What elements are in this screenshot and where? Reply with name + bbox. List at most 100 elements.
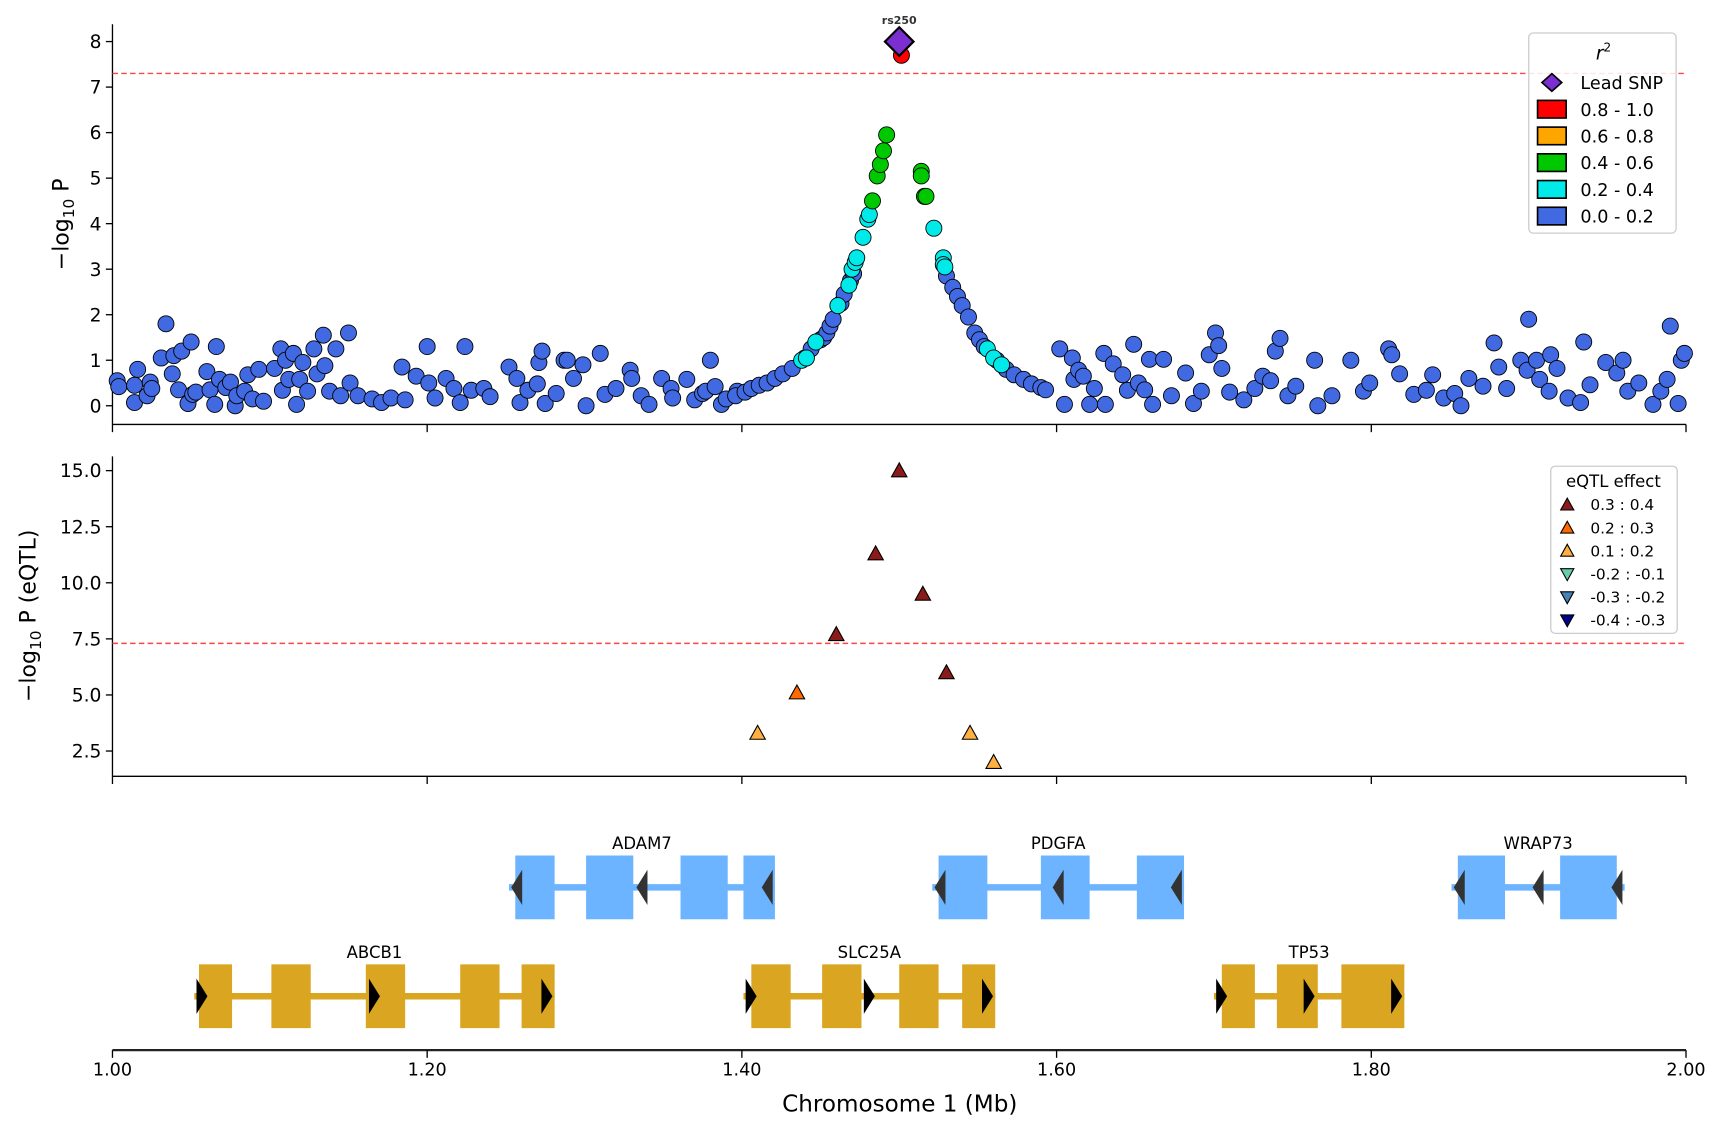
gene-exon [899, 964, 939, 1029]
snp-point [198, 363, 216, 381]
gene-label: PDGFA [1031, 834, 1086, 853]
y-tick-label: 10.0 [60, 573, 102, 594]
legend-label: 0.1 : 0.2 [1590, 542, 1654, 560]
legend-label: 0.3 : 0.4 [1590, 496, 1654, 514]
snp-point [445, 379, 463, 397]
gene-exon [751, 964, 791, 1029]
eqtl-panel: 2.5 5.0 7.5 10.0 12.5 15.0 −log10 P (eQTL) eQTL… [16, 456, 1687, 785]
snp-point [925, 219, 943, 237]
snp-point [533, 342, 551, 360]
gene-exon [1560, 855, 1617, 920]
snp-point [993, 356, 1010, 374]
snp-point [912, 167, 930, 185]
snp-point [1144, 395, 1162, 413]
strand-arrow-icon [1216, 978, 1228, 1014]
y-tick-label: 3 [90, 260, 102, 281]
snp-point [1037, 381, 1055, 399]
snp-point [1658, 370, 1676, 388]
snp-point [332, 387, 350, 405]
snp-point [917, 187, 935, 205]
snp-point [1572, 394, 1590, 412]
legend-label: 0.2 - 0.4 [1580, 181, 1653, 201]
snp-point [1581, 376, 1599, 394]
legend-title: eQTL effect [1566, 472, 1661, 491]
snp-point [420, 374, 438, 392]
snp-point [299, 382, 317, 400]
snp-point [382, 389, 400, 407]
eqtl-point [788, 683, 806, 700]
y-tick-label: 2.5 [72, 742, 102, 763]
snp-point [294, 354, 312, 371]
snp-point [1085, 379, 1103, 397]
y-axis-label: −log10 P [49, 178, 77, 270]
snp-point [316, 357, 334, 375]
snp-point [1528, 351, 1545, 369]
gene-track-panel: 1.00 1.20 1.40 1.60 1.80 2.00 ADAM7 PDGFA WRAP73… [93, 834, 1706, 1081]
legend-swatch [1536, 206, 1567, 226]
snp-point [840, 276, 858, 294]
gene-exon [1457, 855, 1506, 920]
snp-point [1162, 387, 1180, 405]
snp-point [207, 338, 225, 356]
snp-point [1361, 374, 1379, 392]
snp-point [206, 395, 224, 413]
legend-marker-lead-snp [1540, 72, 1563, 93]
snp-point [936, 258, 954, 276]
strand-arrow-icon [982, 978, 994, 1014]
eqtl-point [748, 724, 767, 740]
snp-point [1213, 359, 1231, 377]
gene-exon [586, 855, 634, 920]
legend-marker [1559, 543, 1575, 557]
x-tick-label: 1.40 [722, 1060, 761, 1080]
snp-point [1490, 358, 1508, 376]
legend-marker [1559, 591, 1575, 605]
snp-point [1383, 346, 1401, 364]
gene-exon [822, 964, 862, 1029]
gene-exon [938, 855, 988, 920]
gene-abcb1: ABCB1 [194, 943, 555, 1029]
snp-point [349, 387, 367, 405]
snp-point [182, 333, 200, 351]
strand-arrow-icon [863, 978, 875, 1014]
y-tick-label: 5.0 [72, 686, 102, 707]
snp-point [340, 324, 357, 342]
snp-point [1342, 351, 1360, 369]
legend-label: Lead SNP [1580, 74, 1663, 94]
snp-point [1096, 395, 1114, 413]
snp-point [864, 192, 881, 210]
snp-point [848, 249, 866, 267]
snp-point [1140, 350, 1158, 368]
snp-point [143, 379, 161, 397]
y-tick-label: 5 [90, 169, 102, 190]
snp-point [327, 340, 345, 358]
snp-point [163, 365, 181, 383]
snp-point [1644, 395, 1662, 413]
snp-point [623, 369, 641, 387]
gene-label: WRAP73 [1503, 834, 1572, 853]
snp-point [1309, 397, 1327, 415]
snp-point [511, 394, 529, 412]
gene-slc25a: SLC25A [743, 943, 996, 1029]
snp-point [1540, 382, 1558, 400]
legend-marker [1559, 520, 1575, 534]
snp-point [640, 395, 658, 413]
snp-point [1630, 374, 1648, 392]
strand-arrow-icon [1391, 978, 1403, 1014]
strand-arrow-icon [761, 869, 773, 905]
snp-point [1391, 365, 1409, 383]
snp-point [577, 397, 595, 415]
y-tick-label: 7 [90, 78, 102, 99]
y-tick-label: 6 [90, 123, 102, 144]
strand-arrow-icon [196, 978, 208, 1014]
gene-exon [460, 964, 500, 1029]
snp-point [1548, 359, 1566, 377]
snp-point [536, 395, 554, 412]
snp-point [396, 391, 414, 409]
legend-marker [1559, 568, 1575, 582]
snp-point [528, 375, 546, 393]
snp-point [1485, 334, 1503, 352]
legend-label: 0.8 - 1.0 [1580, 101, 1653, 121]
snp-point [426, 389, 444, 407]
x-tick-label: 2.00 [1666, 1060, 1705, 1080]
